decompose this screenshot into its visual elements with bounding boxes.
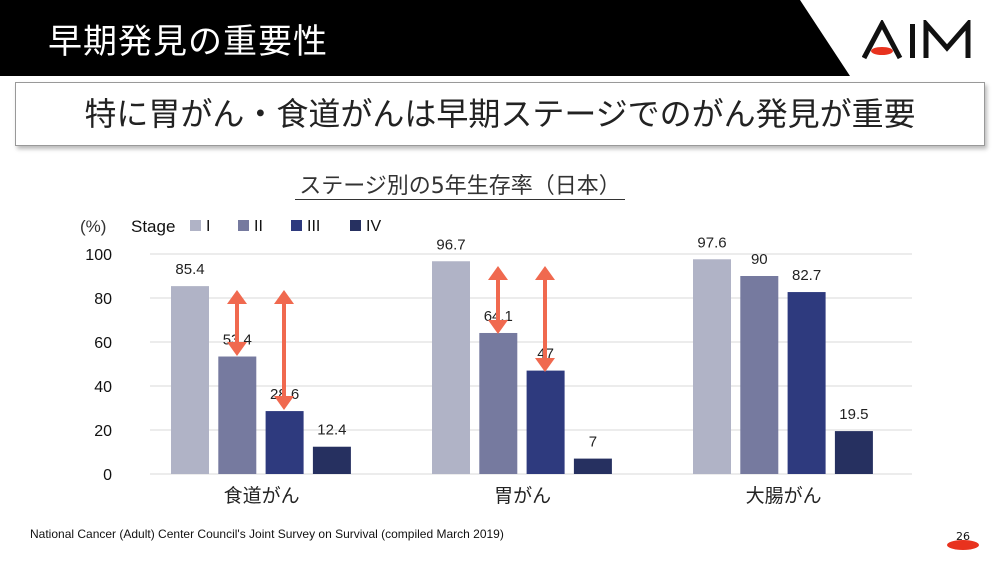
- bar-食道がん-stage-I: [171, 286, 209, 474]
- y-axis-unit: (%): [80, 217, 106, 236]
- bar-大腸がん-stage-II: [740, 276, 779, 474]
- data-label: 97.6: [697, 234, 726, 251]
- data-label: 12.4: [317, 422, 346, 439]
- bar-chart: 020406080100(%)StageIIIIIIIV85.453.428.6…: [80, 217, 912, 507]
- y-tick-label: 0: [103, 467, 112, 484]
- bar-大腸がん-stage-I: [693, 259, 731, 474]
- bar-胃がん-stage-III: [526, 370, 565, 474]
- chart-title: ステージ別の5年生存率（日本）: [295, 174, 625, 200]
- data-label: 82.7: [792, 267, 821, 284]
- legend-swatch: [190, 220, 201, 231]
- data-label: 96.7: [436, 236, 465, 253]
- legend-title: Stage: [131, 217, 175, 236]
- legend-label-II: II: [254, 218, 263, 235]
- legend-swatch: [238, 220, 249, 231]
- x-tick-label: 大腸がん: [746, 485, 822, 507]
- legend-label-I: I: [206, 218, 210, 235]
- bar-大腸がん-stage-IV: [834, 431, 873, 474]
- bar-食道がん-stage-II: [218, 356, 257, 474]
- aim-logo: [862, 20, 971, 60]
- arrow-head-down: [227, 342, 247, 356]
- y-tick-label: 60: [94, 335, 112, 352]
- data-label: 7: [589, 434, 597, 451]
- y-tick-label: 100: [85, 247, 112, 264]
- page-title: 早期発見の重要性: [48, 22, 328, 62]
- data-label: 19.5: [839, 406, 868, 423]
- arrow-head-up: [488, 266, 508, 280]
- key-message-box: 特に胃がん・食道がんは早期ステージでのがん発見が重要: [15, 82, 985, 146]
- x-tick-label: 食道がん: [224, 485, 300, 507]
- data-label: 85.4: [175, 261, 204, 278]
- arrow-head-down: [274, 396, 294, 410]
- y-tick-label: 80: [94, 291, 112, 308]
- arrow-head-up: [227, 290, 247, 304]
- arrow-head-up: [274, 290, 294, 304]
- bar-大腸がん-stage-III: [787, 292, 826, 474]
- legend-label-III: III: [307, 218, 320, 235]
- x-tick-label: 胃がん: [494, 485, 551, 507]
- legend-swatch: [291, 220, 302, 231]
- bar-胃がん-stage-II: [479, 332, 518, 474]
- page-number: 26: [946, 530, 980, 550]
- arrow-head-down: [535, 358, 555, 372]
- header-bar: [0, 0, 850, 76]
- bar-胃がん-stage-I: [432, 261, 470, 474]
- bar-胃がん-stage-IV: [573, 458, 612, 474]
- arrow-head-up: [535, 266, 555, 280]
- source-footnote: National Cancer (Adult) Center Council's…: [30, 527, 504, 541]
- legend-swatch: [350, 220, 361, 231]
- bar-食道がん-stage-IV: [312, 446, 351, 474]
- y-tick-label: 40: [94, 379, 112, 396]
- y-tick-label: 20: [94, 423, 112, 440]
- arrow-head-down: [488, 320, 508, 334]
- legend-label-IV: IV: [366, 218, 381, 235]
- data-label: 90: [751, 251, 768, 268]
- bar-食道がん-stage-III: [265, 411, 304, 474]
